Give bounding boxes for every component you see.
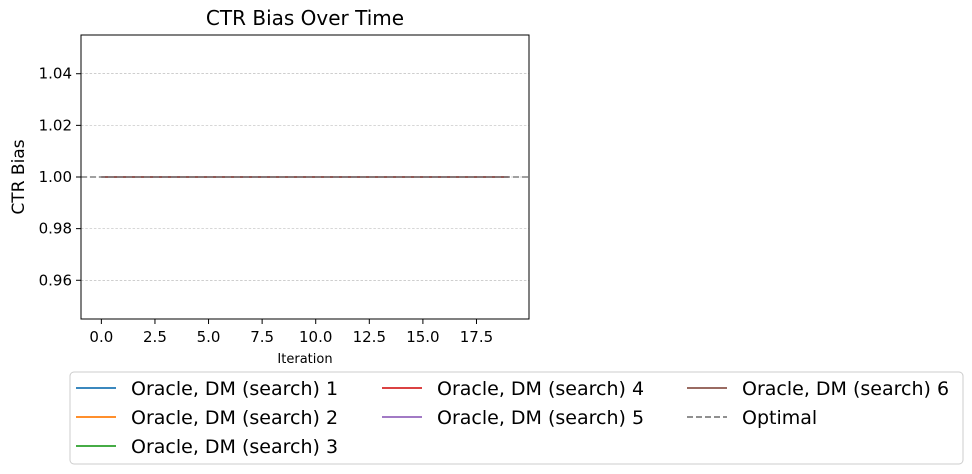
- legend-label-6: Oracle, DM (search) 6: [742, 378, 949, 400]
- legend-entry-5: Oracle, DM (search) 5: [382, 407, 644, 429]
- y-axis-label: CTR Bias: [9, 139, 29, 214]
- legend-label-2: Oracle, DM (search) 2: [131, 407, 338, 429]
- x-ticks: 0.0 2.5 5.0 7.5 10.0 12.5 15.0 17.5: [89, 319, 493, 346]
- legend-entry-6: Oracle, DM (search) 6: [687, 378, 949, 400]
- x-tick-label-6: 15.0: [406, 328, 439, 346]
- legend-entry-1: Oracle, DM (search) 1: [76, 378, 338, 400]
- legend: Oracle, DM (search) 1 Oracle, DM (search)…: [69, 371, 964, 465]
- legend-entry-4: Oracle, DM (search) 4: [382, 378, 644, 400]
- legend-label-5: Oracle, DM (search) 5: [437, 407, 644, 429]
- y-ticks: 0.96 0.98 1.00 1.02 1.04: [39, 65, 81, 289]
- x-tick-label-1: 2.5: [143, 328, 167, 346]
- legend-label-4: Oracle, DM (search) 4: [437, 378, 644, 400]
- y-tick-label-3: 1.02: [39, 116, 72, 134]
- legend-frame: [69, 371, 964, 465]
- x-tick-label-4: 10.0: [299, 328, 332, 346]
- y-tick-label-2: 1.00: [39, 168, 72, 186]
- legend-label-1: Oracle, DM (search) 1: [131, 378, 338, 400]
- legend-entry-3: Oracle, DM (search) 3: [76, 436, 338, 458]
- legend-entry-7: Optimal: [687, 407, 817, 429]
- legend-items: Oracle, DM (search) 1 Oracle, DM (search)…: [76, 378, 949, 458]
- x-tick-label-5: 12.5: [353, 328, 386, 346]
- legend-label-3: Oracle, DM (search) 3: [131, 436, 338, 458]
- y-tick-label-1: 0.98: [39, 220, 72, 238]
- x-tick-label-2: 5.0: [197, 328, 221, 346]
- legend-entry-2: Oracle, DM (search) 2: [76, 407, 338, 429]
- x-tick-label-7: 17.5: [460, 328, 493, 346]
- x-axis-label: Iteration: [277, 352, 332, 367]
- legend-label-7: Optimal: [742, 407, 817, 429]
- y-tick-label-0: 0.96: [39, 271, 72, 289]
- chart-title: CTR Bias Over Time: [206, 6, 404, 30]
- y-tick-label-4: 1.04: [39, 65, 72, 83]
- x-tick-label-0: 0.0: [89, 328, 113, 346]
- x-tick-label-3: 7.5: [250, 328, 274, 346]
